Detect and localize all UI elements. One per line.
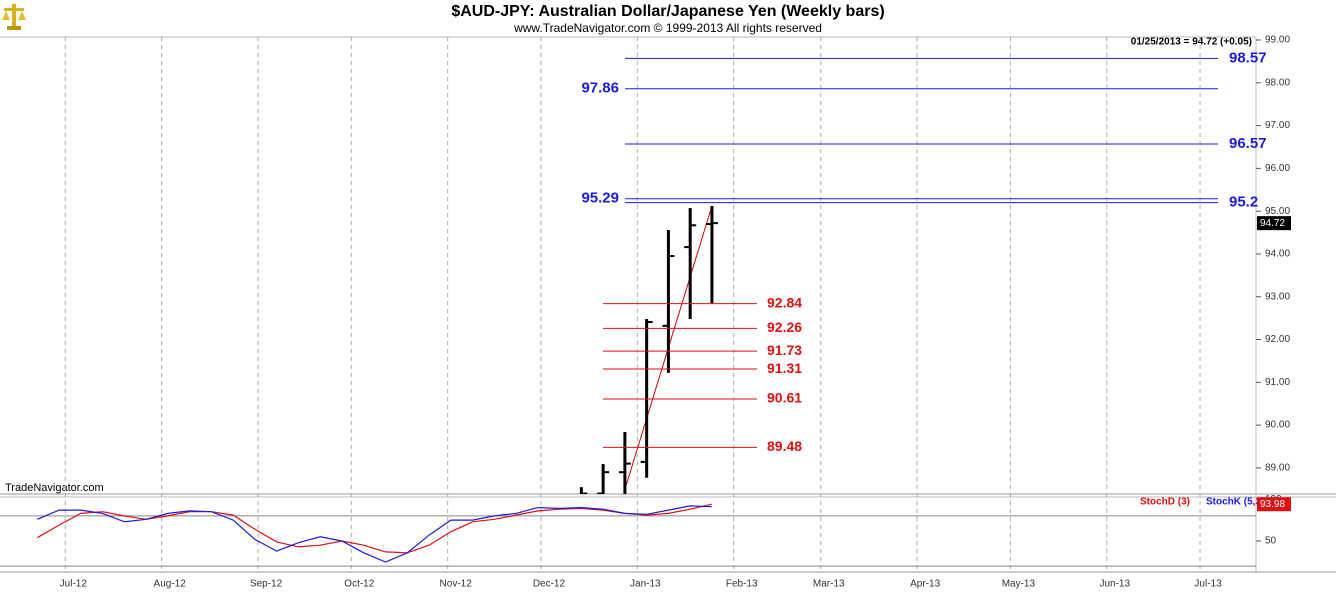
level-label: 90.61 [767, 390, 802, 406]
watermark: TradeNavigator.com [5, 482, 104, 494]
y-tick-label: 89.00 [1265, 463, 1290, 474]
level-label: 97.86 [581, 80, 619, 97]
level-label: 95.29 [581, 190, 619, 207]
x-tick-label: Nov-12 [440, 579, 473, 590]
x-tick-label: Sep-12 [250, 579, 283, 590]
stoch-line [37, 505, 712, 563]
x-tick-label: Jun-13 [1099, 579, 1130, 590]
x-tick-label: Apr-13 [910, 579, 940, 590]
x-tick-label: May-13 [1002, 579, 1036, 590]
last-price-label: 94.72 [1260, 218, 1285, 229]
last-price-box [1257, 216, 1291, 231]
level-label: 92.84 [767, 294, 802, 310]
last-value-box [1257, 497, 1291, 512]
level-label: 96.57 [1229, 135, 1267, 152]
level-label: 91.31 [767, 360, 802, 376]
x-tick-label: Aug-12 [154, 579, 187, 590]
y-tick-label: 90.00 [1265, 420, 1290, 431]
price-panel [579, 205, 718, 494]
last-value-label: 93.98 [1260, 499, 1285, 510]
y-tick-label: 94.00 [1265, 249, 1290, 260]
level-label: 92.26 [767, 319, 802, 335]
chart-title: $AUD-JPY: Australian Dollar/Japanese Yen… [451, 3, 884, 20]
level-label: 89.48 [767, 438, 802, 454]
y-tick-label: 96.00 [1265, 163, 1290, 174]
y-tick-label: 50 [1265, 536, 1277, 547]
x-tick-label: Jul-13 [1194, 579, 1222, 590]
y-tick-label: 92.00 [1265, 334, 1290, 345]
y-tick-label: 99.00 [1265, 35, 1290, 46]
legend-entry: StochD (3) [1140, 497, 1190, 508]
x-tick-label: Jan-13 [630, 579, 661, 590]
info-label: 01/25/2013 = 94.72 (+0.05) [1131, 37, 1252, 48]
level-label: 95.2 [1229, 194, 1258, 211]
legend-entry: StochK (5,3) [1206, 497, 1264, 508]
x-tick-label: Mar-13 [813, 579, 845, 590]
logo [2, 4, 26, 30]
y-tick-label: 97.00 [1265, 120, 1290, 131]
x-tick-label: Jul-12 [60, 579, 88, 590]
chart-subtitle: www.TradeNavigator.com © 1999-2013 All r… [513, 21, 822, 35]
level-label: 91.73 [767, 342, 802, 358]
y-tick-label: 93.00 [1265, 291, 1290, 302]
x-tick-label: Feb-13 [726, 579, 758, 590]
y-tick-label: 91.00 [1265, 377, 1290, 388]
x-tick-label: Dec-12 [533, 579, 566, 590]
stoch-panel [36, 503, 713, 563]
y-tick-label: 95.00 [1265, 206, 1290, 217]
level-label: 98.57 [1229, 49, 1267, 66]
x-tick-label: Oct-12 [344, 579, 374, 590]
y-tick-label: 98.00 [1265, 77, 1290, 88]
